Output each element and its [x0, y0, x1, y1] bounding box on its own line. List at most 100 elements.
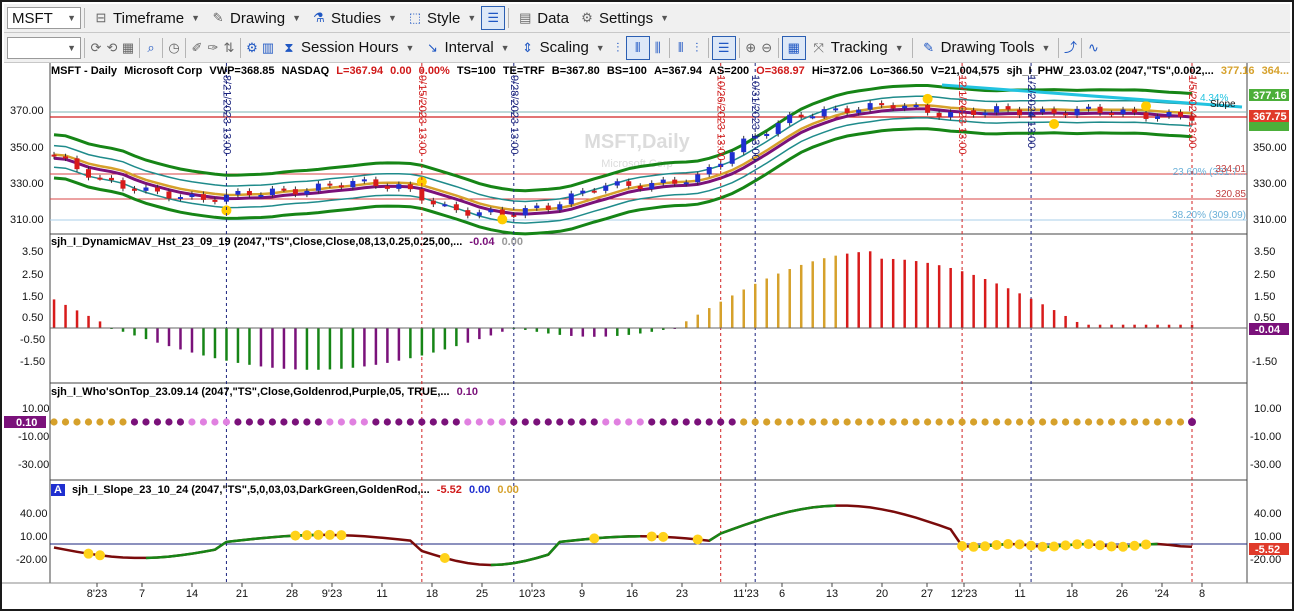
- session-hours-menu[interactable]: ⧗ Session Hours ▼: [276, 33, 419, 62]
- draw-alt-icon[interactable]: ✑: [207, 39, 219, 55]
- level-label: 320.85: [1215, 189, 1246, 200]
- slope-dot: [301, 530, 312, 541]
- chevron-down-icon: ▼: [67, 42, 76, 53]
- candle-body: [258, 194, 264, 197]
- hist-title: sjh_I_DynamicMAV_Hst_23_09_19 (2047,"TS"…: [51, 236, 463, 248]
- hist-bar: [960, 271, 964, 328]
- hist-bar: [1167, 324, 1171, 328]
- slope-tick: 10.00: [20, 531, 48, 543]
- main-toolbar: MSFT ▼ ⊟ Timeframe ▼ ✎ Drawing ▼ ⚗ Studi…: [4, 4, 1290, 33]
- hist-bar: [1144, 324, 1148, 328]
- hist-bar: [1041, 304, 1044, 328]
- slope-dot: [336, 530, 347, 541]
- interval-menu[interactable]: ↘ Interval ▼: [419, 33, 514, 62]
- time-label: 16: [626, 588, 638, 600]
- timeframe-menu[interactable]: ⊟ Timeframe ▼: [88, 4, 205, 32]
- date-line-label: 10/31/2023 13:00: [749, 75, 761, 161]
- candle-body: [913, 104, 919, 107]
- chart-canvas[interactable]: MSFT,Daily Microsoft Corp 8/21/2023 13:0…: [2, 63, 1292, 609]
- data-menu[interactable]: ▤ Data: [512, 4, 574, 32]
- hollow-candle-icon[interactable]: ⫼: [654, 39, 661, 55]
- slope-up-segment: [157, 555, 170, 559]
- time-label: '24: [1155, 588, 1169, 600]
- clock-icon[interactable]: ◷: [168, 39, 180, 55]
- price-tick-right: 330.00: [1253, 178, 1287, 190]
- wave-icon[interactable]: ∿: [1088, 39, 1099, 55]
- slope-up-segment: [800, 506, 813, 511]
- zoom-out-icon[interactable]: ⊖: [761, 39, 773, 55]
- trend-dot: [648, 418, 656, 426]
- settings-icon[interactable]: ⚙: [246, 39, 258, 55]
- draw-icon[interactable]: ✐: [191, 39, 203, 55]
- panes-button[interactable]: ☰: [711, 35, 736, 60]
- sync-icon[interactable]: ⟲: [106, 39, 118, 55]
- candle-body: [1178, 112, 1184, 117]
- hist-bar: [386, 328, 389, 363]
- zoom-in-icon[interactable]: ⊕: [745, 39, 757, 55]
- badge-bg: [1249, 122, 1289, 131]
- trend-dot: [1096, 418, 1104, 426]
- hist-bar: [788, 269, 791, 328]
- layout-button[interactable]: ☰: [481, 6, 506, 30]
- header-exchange: NASDAQ: [281, 65, 330, 77]
- badge-bg: [4, 416, 46, 428]
- trend-dot: [935, 418, 943, 426]
- candle-body: [614, 181, 620, 186]
- trend-dot: [981, 418, 989, 426]
- time-label: 8'23: [87, 588, 107, 600]
- find-icon[interactable]: ⌕: [147, 39, 155, 55]
- drawing-tools-menu[interactable]: ✎ Drawing Tools ▼: [916, 33, 1056, 62]
- symbol-selector[interactable]: MSFT ▼: [7, 7, 81, 29]
- candlestick-button[interactable]: ⫴: [625, 35, 650, 60]
- style-menu[interactable]: ⬚ Style ▼: [402, 4, 481, 32]
- hist-bar: [144, 328, 148, 340]
- slope-up-segment: [777, 510, 790, 516]
- grid-icon[interactable]: ▦: [121, 39, 135, 55]
- candle-body: [580, 190, 586, 194]
- pane-marker[interactable]: A: [51, 484, 65, 496]
- interval-selector[interactable]: ▼: [7, 36, 81, 59]
- hist-bar: [443, 328, 447, 350]
- line-chart-icon[interactable]: ⤴: [1063, 39, 1077, 55]
- table-icon[interactable]: ▥: [261, 39, 275, 55]
- trend-dot: [119, 418, 127, 426]
- slope-up-segment: [237, 538, 250, 542]
- candle-body: [925, 104, 931, 113]
- slope-dot: [324, 529, 335, 540]
- refresh-icon[interactable]: ⟳: [90, 39, 102, 55]
- bar-chart-icon[interactable]: ⫶: [616, 39, 620, 55]
- tracking-menu[interactable]: ⤧ Tracking ▼: [806, 33, 909, 62]
- time-label: 11'23: [733, 588, 759, 600]
- studies-menu[interactable]: ⚗ Studies ▼: [306, 4, 402, 32]
- hist-bar: [1179, 324, 1182, 328]
- candle-body: [235, 190, 241, 195]
- dots-tick: -10.00: [18, 431, 49, 443]
- hist-bar: [1156, 324, 1159, 328]
- scaling-menu[interactable]: ⇕ Scaling ▼: [515, 33, 610, 62]
- slope-dot: [658, 531, 669, 542]
- grid-view-button[interactable]: ▦: [781, 35, 806, 60]
- trend-dot: [832, 418, 840, 426]
- trend-dot: [50, 418, 58, 426]
- hist-bar: [351, 328, 355, 368]
- arrange-icon[interactable]: ⇅: [223, 39, 235, 55]
- trend-dot: [947, 418, 955, 426]
- tracking-icon: ⤧: [813, 39, 824, 55]
- volume-bars-icon[interactable]: ⫴: [677, 39, 684, 55]
- dots-title: sjh_I_Who'sOnTop_23.09.14 (2047,"TS",Clo…: [51, 386, 450, 398]
- slope-dot: [83, 548, 94, 559]
- slope-tick-right: 10.00: [1254, 531, 1282, 543]
- price-pane-header: MSFT - Daily Microsoft Corp VWP=368.85 N…: [51, 65, 1289, 77]
- trend-dot: [809, 418, 817, 426]
- divider: [240, 37, 241, 58]
- hist-bar: [225, 328, 228, 361]
- badge-text: 367.75: [1253, 111, 1287, 123]
- drawing-menu[interactable]: ✎ Drawing ▼: [205, 4, 306, 32]
- hist-bar: [972, 274, 975, 328]
- ohlc-icon[interactable]: ⫶: [695, 39, 699, 55]
- slope-line[interactable]: [941, 83, 1243, 109]
- hist-tick: 1.50: [22, 291, 43, 303]
- time-label: 25: [476, 588, 488, 600]
- hist-bar: [765, 278, 768, 328]
- settings-menu[interactable]: ⚙ Settings ▼: [574, 4, 674, 32]
